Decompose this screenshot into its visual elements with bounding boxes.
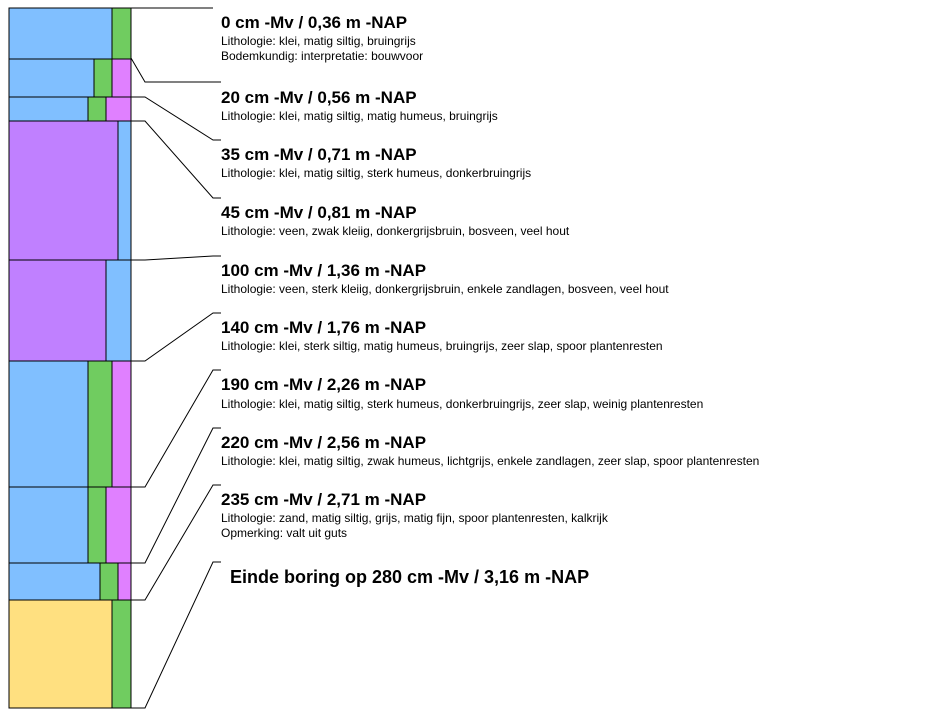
lithology-segment-clay [8, 7, 113, 60]
lithology-segment-clay [8, 360, 89, 488]
lithology-segment-clay [8, 562, 101, 601]
lithology-segment-sand [8, 599, 113, 709]
layer-lithology: Lithologie: veen, sterk kleiig, donkergr… [221, 282, 669, 296]
layer-lithology: Lithologie: klei, matig siltig, sterk hu… [221, 397, 704, 411]
lithology-segment-clay [8, 58, 95, 98]
layer-title: 190 cm -Mv / 2,26 m -NAP [221, 375, 427, 394]
layer-lithology: Lithologie: klei, matig siltig, matig hu… [221, 109, 498, 123]
lithology-segment-humus [111, 360, 132, 488]
lithology-segment-silt [111, 7, 132, 60]
lithology-segment-clay [105, 259, 132, 362]
lithology-segment-silt [93, 58, 113, 98]
layer-title: 35 cm -Mv / 0,71 m -NAP [221, 145, 417, 164]
column-frame [8, 7, 132, 709]
connector-line [131, 427, 221, 564]
end-of-borehole-label: Einde boring op 280 cm -Mv / 3,16 m -NAP [230, 567, 590, 587]
lithology-segment-humus [117, 562, 132, 601]
lithology-segment-silt [87, 96, 107, 122]
connector-line [131, 484, 221, 601]
layer-title: 235 cm -Mv / 2,71 m -NAP [221, 490, 427, 509]
layer-title: 45 cm -Mv / 0,81 m -NAP [221, 203, 417, 222]
layer-title: 140 cm -Mv / 1,76 m -NAP [221, 318, 427, 337]
lithology-segment-humus [111, 58, 132, 98]
lithology-segment-clay [117, 120, 132, 261]
lithology-segment-silt [111, 599, 132, 709]
connector-line [131, 96, 221, 141]
layer-remark: Opmerking: valt uit guts [221, 526, 348, 540]
layer-lithology: Lithologie: klei, sterk siltig, matig hu… [221, 339, 663, 353]
layer-lithology: Lithologie: klei, matig siltig, zwak hum… [221, 454, 760, 468]
lithology-segment-silt [87, 486, 107, 564]
lithology-segment-clay [8, 96, 89, 122]
layer-lithology: Lithologie: klei, matig siltig, sterk hu… [221, 166, 532, 180]
layer-lithology: Lithologie: klei, matig siltig, bruingri… [221, 34, 416, 48]
connector-line [131, 120, 221, 199]
connector-line [131, 369, 221, 488]
lithology-segment-silt [99, 562, 119, 601]
lithology-segment-silt [87, 360, 113, 488]
layer-lithology: Lithologie: zand, matig siltig, grijs, m… [221, 511, 608, 525]
layer-remark: Bodemkundig: interpretatie: bouwvoor [221, 49, 424, 63]
layer-title: 100 cm -Mv / 1,36 m -NAP [221, 261, 427, 280]
layer-title: 220 cm -Mv / 2,56 m -NAP [221, 433, 427, 452]
connector-line [130, 57, 221, 83]
connector-line [131, 561, 221, 709]
lithology-segment-peat [8, 259, 107, 362]
layer-lithology: Lithologie: veen, zwak kleiig, donkergri… [221, 224, 570, 238]
lithology-segment-peat [8, 120, 119, 261]
connector-line [131, 312, 221, 362]
connector-line [131, 255, 221, 261]
lithology-segment-clay [8, 486, 89, 564]
lithology-segment-humus [105, 486, 132, 564]
layer-title: 20 cm -Mv / 0,56 m -NAP [221, 88, 417, 107]
layer-title: 0 cm -Mv / 0,36 m -NAP [221, 13, 408, 32]
lithology-segment-humus [105, 96, 132, 122]
